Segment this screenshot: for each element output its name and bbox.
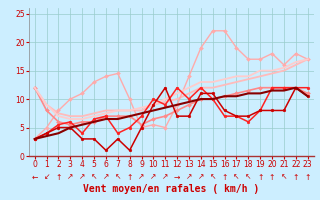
Text: ↗: ↗ xyxy=(150,172,156,182)
Text: ↑: ↑ xyxy=(55,172,62,182)
Text: ↑: ↑ xyxy=(304,172,311,182)
Text: ↗: ↗ xyxy=(79,172,85,182)
Text: ↖: ↖ xyxy=(245,172,252,182)
Text: ↑: ↑ xyxy=(257,172,263,182)
Text: ↖: ↖ xyxy=(91,172,97,182)
Text: ↖: ↖ xyxy=(281,172,287,182)
Text: ↑: ↑ xyxy=(221,172,228,182)
Text: ↖: ↖ xyxy=(115,172,121,182)
Text: ↗: ↗ xyxy=(103,172,109,182)
Text: ↖: ↖ xyxy=(233,172,240,182)
Text: Vent moyen/en rafales ( km/h ): Vent moyen/en rafales ( km/h ) xyxy=(83,184,259,194)
Text: ↖: ↖ xyxy=(210,172,216,182)
Text: ↗: ↗ xyxy=(67,172,74,182)
Text: ↗: ↗ xyxy=(162,172,168,182)
Text: ↑: ↑ xyxy=(126,172,133,182)
Text: ↑: ↑ xyxy=(292,172,299,182)
Text: ↙: ↙ xyxy=(44,172,50,182)
Text: ←: ← xyxy=(32,172,38,182)
Text: →: → xyxy=(174,172,180,182)
Text: ↗: ↗ xyxy=(186,172,192,182)
Text: ↗: ↗ xyxy=(138,172,145,182)
Text: ↑: ↑ xyxy=(269,172,275,182)
Text: ↗: ↗ xyxy=(198,172,204,182)
